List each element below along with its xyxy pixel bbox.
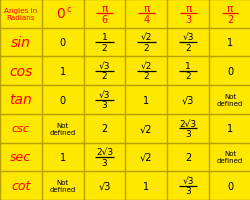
Text: 0: 0 (56, 7, 65, 21)
Text: 2: 2 (226, 15, 232, 25)
Text: 0: 0 (60, 95, 66, 105)
Text: Not
defined: Not defined (50, 122, 76, 135)
Text: sec: sec (10, 151, 31, 164)
Text: 6: 6 (101, 15, 107, 25)
Text: √3: √3 (98, 90, 110, 99)
Text: √2: √2 (140, 152, 152, 162)
Text: 1: 1 (60, 66, 66, 76)
Text: 0: 0 (226, 66, 232, 76)
Text: 2: 2 (185, 44, 190, 52)
Text: √3: √3 (98, 62, 110, 71)
Text: √2: √2 (140, 62, 151, 71)
Text: 3: 3 (101, 101, 107, 110)
Text: 2: 2 (143, 72, 149, 81)
Text: 2√3: 2√3 (179, 119, 196, 128)
Text: 3: 3 (185, 186, 190, 195)
Text: 1: 1 (60, 152, 66, 162)
Text: 4: 4 (143, 15, 149, 25)
Text: √2: √2 (140, 33, 151, 42)
Text: 0: 0 (60, 38, 66, 48)
Text: √3: √3 (181, 95, 194, 105)
Text: π: π (226, 4, 232, 14)
Text: √3: √3 (182, 33, 193, 42)
Text: Not
defined: Not defined (216, 151, 242, 164)
Text: tan: tan (10, 93, 32, 107)
Text: 0: 0 (226, 181, 232, 191)
Text: √3: √3 (182, 176, 193, 185)
Text: 1: 1 (101, 33, 107, 42)
Text: 1: 1 (226, 38, 232, 48)
Text: 2: 2 (143, 44, 149, 52)
Text: cot: cot (11, 179, 30, 192)
Text: 2: 2 (101, 72, 107, 81)
Text: Angles in
Radians: Angles in Radians (4, 8, 37, 21)
Text: 2: 2 (184, 152, 190, 162)
Text: 1: 1 (226, 124, 232, 134)
Text: sin: sin (11, 36, 31, 50)
Text: 2√3: 2√3 (96, 148, 113, 156)
Text: 2: 2 (185, 72, 190, 81)
Text: Not
defined: Not defined (50, 179, 76, 192)
Text: 2: 2 (101, 124, 107, 134)
Text: √3: √3 (98, 181, 110, 191)
Text: π: π (143, 4, 149, 14)
Text: 3: 3 (185, 129, 190, 138)
Text: 2: 2 (101, 44, 107, 52)
Text: Not
defined: Not defined (216, 94, 242, 106)
Text: 3: 3 (101, 158, 107, 167)
Text: cos: cos (9, 64, 32, 78)
Text: csc: csc (12, 124, 30, 134)
Text: π: π (184, 4, 190, 14)
Text: √2: √2 (140, 124, 152, 134)
Text: π: π (101, 4, 107, 14)
Text: 1: 1 (143, 95, 149, 105)
Text: c: c (66, 5, 71, 14)
Text: 3: 3 (184, 15, 190, 25)
Text: 1: 1 (185, 62, 190, 71)
Text: 1: 1 (143, 181, 149, 191)
